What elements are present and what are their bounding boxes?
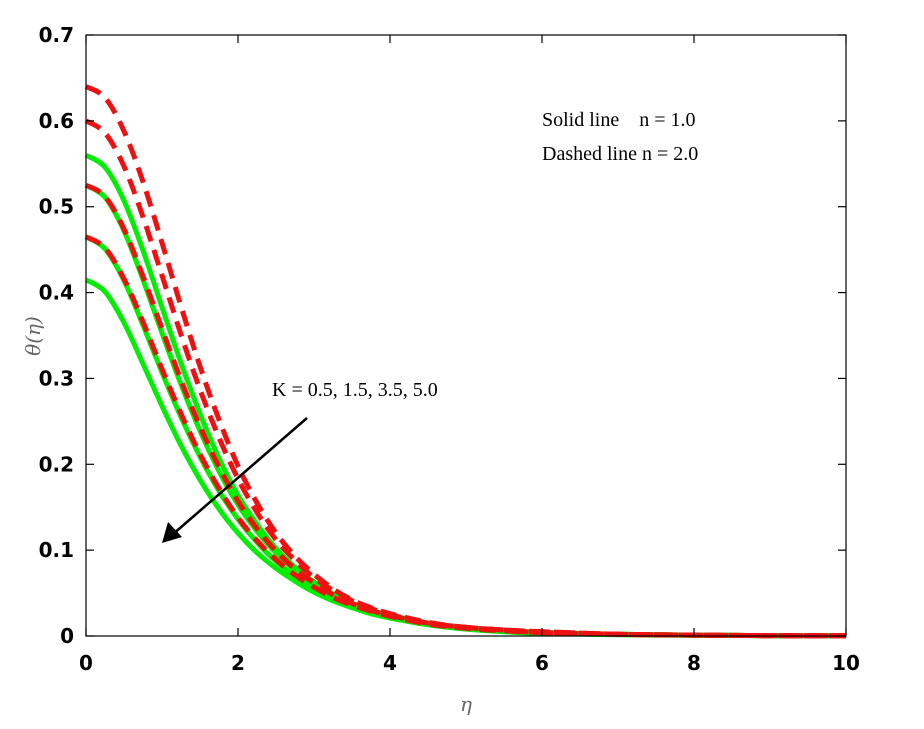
y-tick-label: 0.4 xyxy=(39,281,74,305)
y-tick-label: 0.1 xyxy=(39,538,74,562)
x-tick-label: 4 xyxy=(383,651,397,675)
y-tick-label: 0.6 xyxy=(39,109,74,133)
y-tick-label: 0.7 xyxy=(39,23,74,47)
series-dashed-8 xyxy=(84,234,847,639)
series-layer xyxy=(84,84,847,639)
y-tick-label: 0.3 xyxy=(39,366,74,390)
tick-layer: 0 2 4 6 8 10 0 0.1 0.2 0.3 0.4 0.5 0.6 0.7 xyxy=(39,23,860,675)
y-tick-label: 0.2 xyxy=(39,452,74,476)
x-axis-label: η xyxy=(460,692,472,716)
x-tick-label: 10 xyxy=(832,651,860,675)
y-axis-label: θ(η) xyxy=(21,316,45,356)
y-tick-label: 0 xyxy=(60,624,74,648)
k-annotation-text: K = 0.5, 1.5, 3.5, 5.0 xyxy=(272,379,438,401)
arrow-shaft xyxy=(171,417,308,536)
y-tick-label: 0.5 xyxy=(39,195,74,219)
direction-arrow xyxy=(162,417,308,543)
series-dashed-5 xyxy=(84,84,847,639)
series-dashed-6 xyxy=(84,118,847,639)
x-tick-label: 2 xyxy=(231,651,245,675)
plot-frame xyxy=(85,34,847,637)
x-tick-label: 6 xyxy=(535,651,549,675)
arrow-head xyxy=(162,522,182,543)
x-tick-label: 0 xyxy=(79,651,93,675)
x-tick-label: 8 xyxy=(687,651,701,675)
legend-solid-text: Solid line n = 1.0 xyxy=(542,109,696,131)
legend-dashed-text: Dashed line n = 2.0 xyxy=(542,143,698,165)
